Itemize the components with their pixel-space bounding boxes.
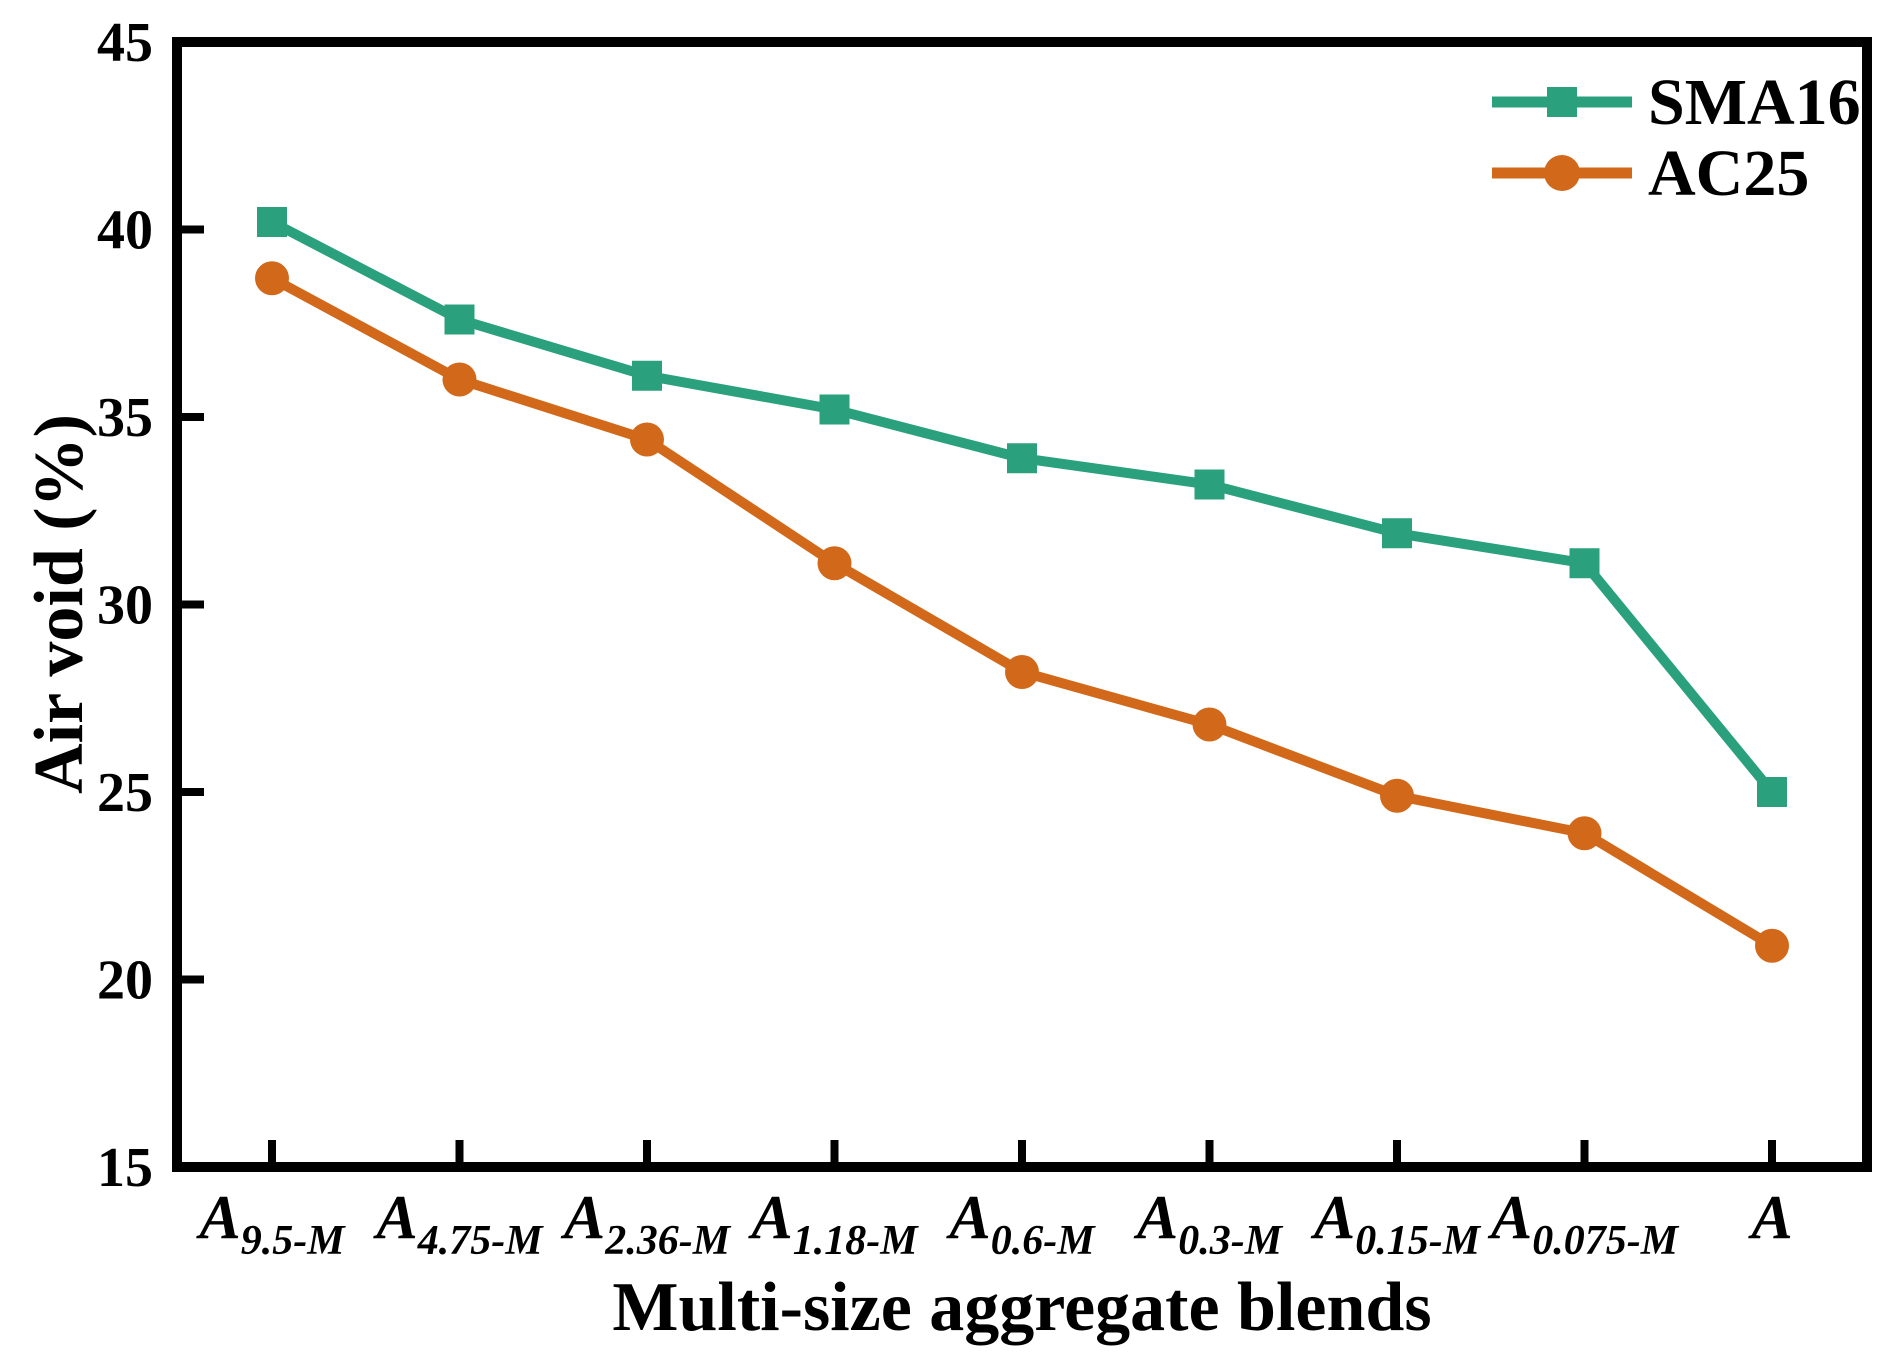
data-point-ac25 <box>630 422 664 457</box>
y-tick-label: 20 <box>97 950 153 1012</box>
x-tick-label: A0.3-M <box>1133 1184 1284 1264</box>
data-point-sma16 <box>1007 443 1037 474</box>
x-tick-label: A4.75-M <box>372 1184 544 1264</box>
legend-square-marker <box>1547 87 1577 117</box>
data-point-sma16 <box>632 360 662 391</box>
x-tick-label: A9.5-M <box>195 1184 346 1264</box>
legend-item-sma16: SMA16 <box>1492 66 1861 139</box>
y-tick-label: 25 <box>97 762 153 824</box>
legend-label: SMA16 <box>1648 66 1861 139</box>
y-tick-label: 35 <box>97 387 153 449</box>
legend-circle-marker <box>1544 155 1580 191</box>
data-point-ac25 <box>1567 816 1602 851</box>
y-tick-label: 45 <box>97 12 153 74</box>
y-axis-title: Air void (%) <box>21 414 98 794</box>
legend-item-ac25: AC25 <box>1492 137 1809 210</box>
data-point-sma16 <box>1757 777 1787 807</box>
x-axis-title: Multi-size aggregate blends <box>612 1269 1431 1346</box>
data-point-ac25 <box>1005 655 1039 689</box>
x-tick-label: A0.6-M <box>945 1184 1096 1264</box>
data-point-ac25 <box>255 261 289 296</box>
data-point-sma16 <box>1194 469 1225 500</box>
data-point-sma16 <box>257 207 287 237</box>
x-tick-label: A0.075-M <box>1487 1184 1680 1264</box>
x-tick-label: A0.15-M <box>1310 1184 1482 1264</box>
data-point-ac25 <box>1192 707 1227 742</box>
data-point-ac25 <box>1380 778 1414 813</box>
data-point-sma16 <box>444 304 475 335</box>
x-tick-label: A1.18-M <box>747 1184 919 1264</box>
data-point-ac25 <box>442 362 477 397</box>
y-tick-label: 40 <box>97 200 153 262</box>
data-point-ac25 <box>817 546 852 581</box>
x-tick-label: A <box>1747 1184 1792 1252</box>
x-tick-label: A2.36-M <box>560 1184 732 1264</box>
data-point-ac25 <box>1755 928 1789 963</box>
y-tick-label: 30 <box>97 575 153 637</box>
y-tick-label: 15 <box>97 1137 153 1199</box>
data-point-sma16 <box>819 394 850 425</box>
plot-frame <box>172 37 1872 1172</box>
legend-label: AC25 <box>1648 137 1809 210</box>
data-point-sma16 <box>1569 548 1600 579</box>
data-point-sma16 <box>1382 518 1412 549</box>
